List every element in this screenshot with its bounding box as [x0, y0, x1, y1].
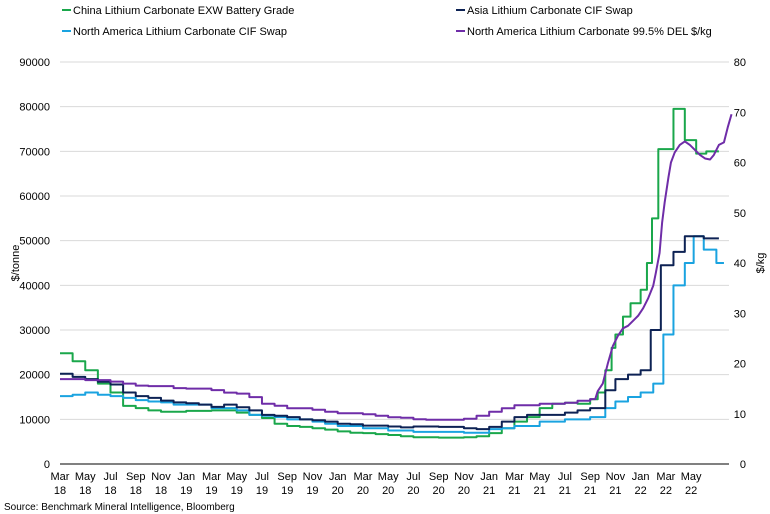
x-tick-year: 21 [609, 485, 621, 497]
x-tick-month: Jul [558, 471, 572, 483]
x-tick-year: 18 [79, 485, 91, 497]
y-tick-left: 20000 [19, 370, 50, 382]
y-tick-left: 60000 [19, 191, 50, 203]
y-tick-right: 80 [734, 57, 746, 69]
x-tick-month: Nov [606, 471, 626, 483]
x-tick-month: Sep [126, 471, 146, 483]
x-tick-year: 21 [534, 485, 546, 497]
x-tick-month: May [226, 471, 247, 483]
y-tick-right: 30 [734, 308, 746, 320]
y-tick-left: 10000 [19, 414, 50, 426]
x-tick-month: Jan [329, 471, 347, 483]
legend-label: North America Lithium Carbonate CIF Swap [73, 26, 287, 38]
x-tick-month: May [529, 471, 550, 483]
x-tick-month: Mar [505, 471, 524, 483]
x-tick-month: Jul [103, 471, 117, 483]
x-tick-year: 20 [357, 485, 369, 497]
x-tick-year: 19 [256, 485, 268, 497]
y-tick-right: 0 [740, 459, 746, 471]
x-tick-month: Nov [151, 471, 171, 483]
y-tick-left: 90000 [19, 57, 50, 69]
x-tick-month: Mar [51, 471, 70, 483]
y-tick-left: 70000 [19, 146, 50, 158]
x-tick-month: Jul [406, 471, 420, 483]
x-tick-month: Jul [255, 471, 269, 483]
y-tick-right: 10 [734, 409, 746, 421]
x-tick-month: Sep [580, 471, 600, 483]
y-tick-right: 70 [734, 107, 746, 119]
x-tick-month: Mar [353, 471, 372, 483]
x-tick-month: May [681, 471, 702, 483]
legend-item: China Lithium Carbonate EXW Battery Grad… [62, 5, 294, 17]
x-tick-month: Jan [480, 471, 498, 483]
x-tick-month: Mar [656, 471, 675, 483]
legend-item: Asia Lithium Carbonate CIF Swap [456, 5, 633, 17]
series-line [60, 113, 733, 421]
x-tick-year: 21 [483, 485, 495, 497]
x-tick-month: Sep [429, 471, 449, 483]
series-line [60, 235, 719, 431]
right-axis-ticks: 0 10 20 30 40 50 60 70 80 [734, 57, 746, 471]
left-axis-ticks: 0 10000 20000 30000 40000 50000 60000 70000 8000… [19, 57, 50, 471]
x-tick-year: 19 [205, 485, 217, 497]
x-tick-year: 20 [382, 485, 394, 497]
legend-item: North America Lithium Carbonate 99.5% DE… [456, 26, 712, 38]
x-tick-month: May [378, 471, 399, 483]
y-tick-left: 50000 [19, 236, 50, 248]
y-tick-right: 20 [734, 359, 746, 371]
x-tick-year: 19 [180, 485, 192, 497]
y-tick-left: 80000 [19, 102, 50, 114]
x-tick-month: Jan [177, 471, 195, 483]
x-tick-month: May [75, 471, 96, 483]
y-tick-left: 40000 [19, 280, 50, 292]
x-tick-year: 22 [660, 485, 672, 497]
legend-label: North America Lithium Carbonate 99.5% DE… [467, 26, 712, 38]
x-tick-year: 18 [155, 485, 167, 497]
legend-label: China Lithium Carbonate EXW Battery Grad… [73, 5, 294, 17]
x-tick-year: 18 [104, 485, 116, 497]
legend-label: Asia Lithium Carbonate CIF Swap [467, 5, 633, 17]
y-axis-right-title: $/kg [755, 253, 767, 274]
x-tick-month: Jan [632, 471, 650, 483]
x-axis-ticks: Mar 18 May 18 Jul 18 Sep 18 Nov 18 Jan 19 Mar 19 May 19… [51, 471, 702, 497]
y-tick-left: 0 [44, 459, 50, 471]
series-layer [60, 107, 733, 439]
x-tick-year: 21 [559, 485, 571, 497]
y-tick-right: 40 [734, 258, 746, 270]
x-tick-month: Sep [277, 471, 297, 483]
x-tick-year: 18 [130, 485, 142, 497]
x-tick-year: 18 [54, 485, 66, 497]
gridlines [60, 61, 729, 420]
x-tick-year: 21 [508, 485, 520, 497]
x-tick-month: Mar [202, 471, 221, 483]
series-line [60, 107, 719, 439]
x-tick-year: 20 [458, 485, 470, 497]
x-tick-year: 22 [685, 485, 697, 497]
x-tick-year: 20 [332, 485, 344, 497]
y-tick-left: 30000 [19, 325, 50, 337]
x-tick-year: 20 [433, 485, 445, 497]
x-tick-year: 21 [584, 485, 596, 497]
source-note: Source: Benchmark Mineral Intelligence, … [4, 502, 235, 513]
x-tick-year: 19 [231, 485, 243, 497]
y-tick-right: 50 [734, 208, 746, 220]
x-tick-year: 20 [407, 485, 419, 497]
x-tick-month: Nov [303, 471, 323, 483]
series-line [60, 235, 724, 434]
x-tick-month: Nov [454, 471, 474, 483]
x-tick-year: 19 [306, 485, 318, 497]
x-tick-year: 19 [281, 485, 293, 497]
y-axis-left-title: $/tonne [10, 245, 22, 282]
y-tick-right: 60 [734, 158, 746, 170]
legend-item: North America Lithium Carbonate CIF Swap [62, 26, 287, 38]
legend: China Lithium Carbonate EXW Battery Grad… [62, 5, 712, 38]
x-tick-year: 22 [635, 485, 647, 497]
